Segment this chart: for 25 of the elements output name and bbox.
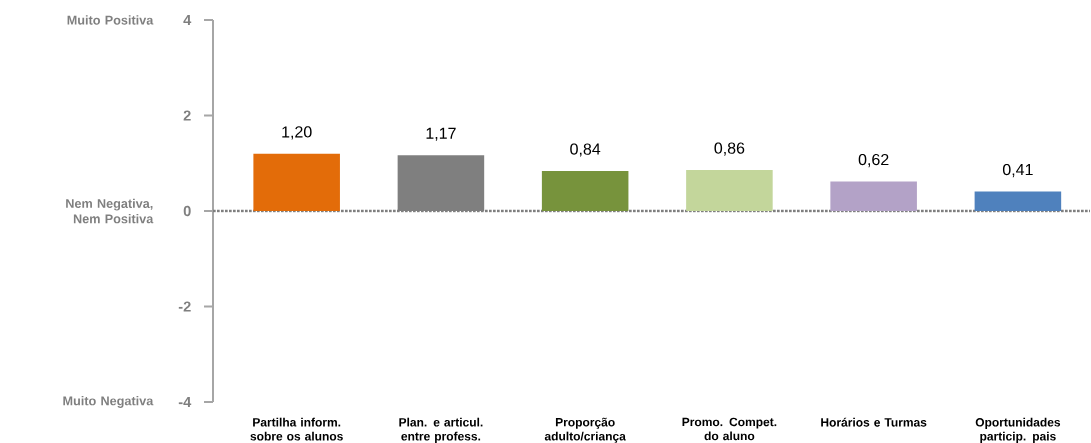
x-tick-label: Plan. e articul. entre profess. (399, 417, 483, 443)
text: Nem Negativa, Nem Positiva (66, 198, 154, 224)
y-tick-label: 0 (183, 205, 191, 217)
data-label: 0,86 (714, 142, 745, 156)
y-tick-label: -4 (178, 396, 192, 408)
text: Muito Negativa (63, 396, 154, 408)
x-tick-label: Oportunidades particip. pais (975, 417, 1061, 443)
data-label: 0,84 (570, 143, 601, 157)
bar (830, 181, 917, 211)
y-tick-label: -2 (178, 301, 191, 312)
bar (253, 153, 340, 211)
y-tick-label: 4 (183, 14, 192, 26)
x-tick-label: Partilha inform. sobre os alunos (250, 417, 343, 441)
x-tick-label: Proporção adulto/criança (544, 417, 626, 443)
bar (974, 191, 1062, 211)
data-label: 1,20 (282, 126, 312, 140)
text: Muito Positiva (67, 15, 154, 25)
bar (541, 170, 629, 211)
x-tick-label: Horários e Turmas (821, 417, 927, 427)
data-label: 0,62 (858, 153, 889, 168)
x-tick-label: Promo. Compet. do aluno (682, 417, 777, 441)
data-label: 0,41 (1002, 163, 1033, 178)
data-label: 1,17 (426, 127, 456, 141)
y-tick-label: 2 (183, 110, 191, 121)
bar (686, 169, 773, 211)
